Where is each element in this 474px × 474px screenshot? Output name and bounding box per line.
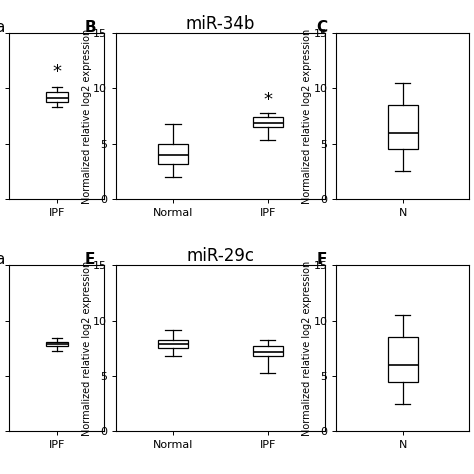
Text: E: E	[85, 252, 95, 267]
PathPatch shape	[158, 339, 188, 348]
Text: B: B	[85, 20, 96, 35]
PathPatch shape	[253, 117, 283, 127]
PathPatch shape	[46, 342, 68, 346]
Y-axis label: Normalized relative log2 expression: Normalized relative log2 expression	[82, 261, 91, 436]
Y-axis label: Normalized relative log2 expression: Normalized relative log2 expression	[302, 28, 312, 204]
PathPatch shape	[388, 105, 418, 149]
Y-axis label: Normalized relative log2 expression: Normalized relative log2 expression	[302, 261, 312, 436]
PathPatch shape	[46, 92, 68, 102]
Text: F: F	[317, 252, 327, 267]
Text: *: *	[53, 63, 62, 81]
PathPatch shape	[253, 346, 283, 356]
Title: miR-34b: miR-34b	[186, 15, 255, 33]
PathPatch shape	[388, 337, 418, 382]
Text: a: a	[0, 252, 5, 267]
Text: C: C	[317, 20, 328, 35]
Y-axis label: Normalized relative log2 expression: Normalized relative log2 expression	[82, 28, 91, 204]
Text: *: *	[264, 91, 273, 109]
PathPatch shape	[158, 144, 188, 164]
Title: miR-29c: miR-29c	[186, 247, 255, 265]
Text: a: a	[0, 20, 5, 35]
